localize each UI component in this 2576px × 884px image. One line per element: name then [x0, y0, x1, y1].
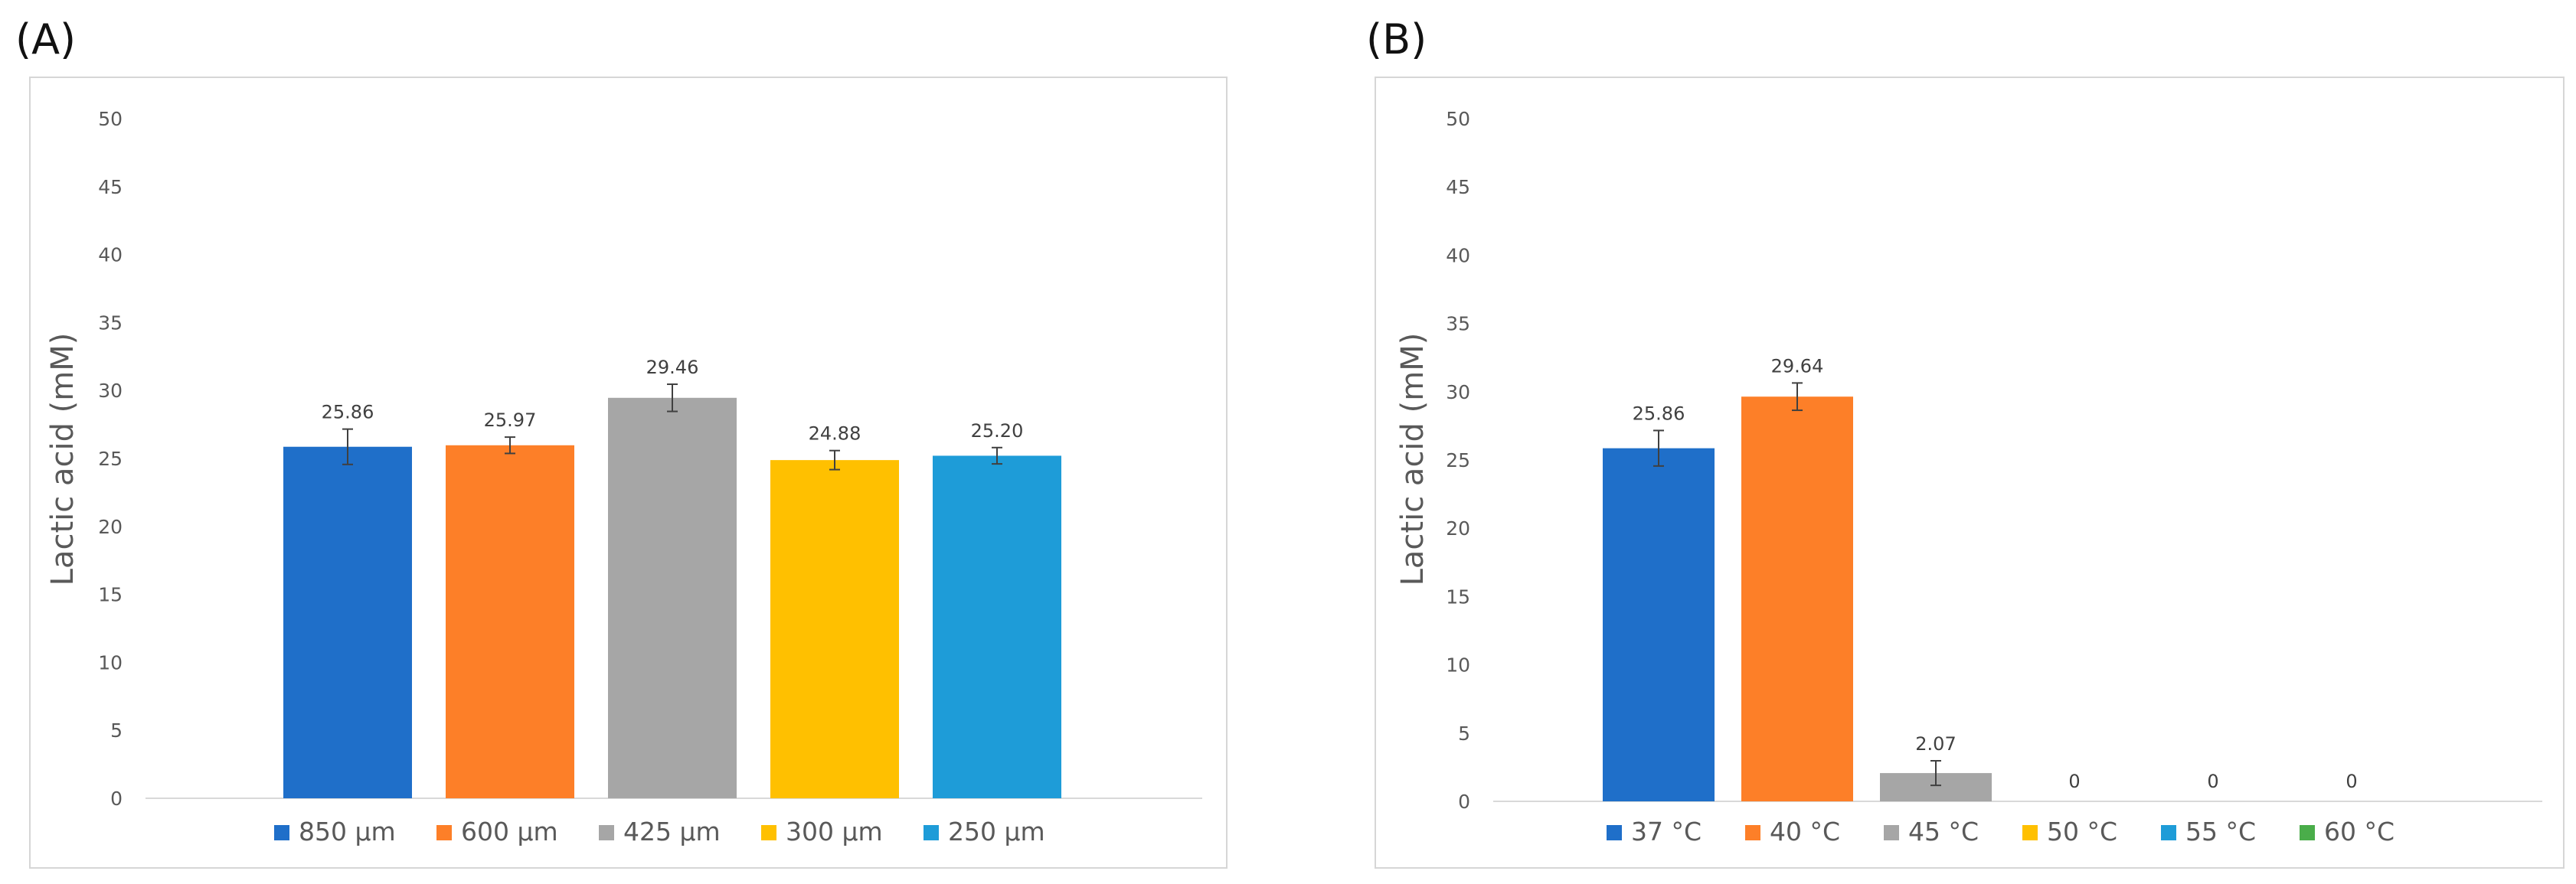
y-axis-label: Lactic acid (mM) [1395, 333, 1430, 586]
bar-1 [1603, 448, 1715, 801]
data-label-6: 0 [2346, 771, 2357, 792]
bar-3 [608, 397, 737, 798]
legend-swatch-2 [1745, 825, 1760, 840]
legend-label-1: 850 µm [299, 817, 396, 846]
legend-swatch-4 [761, 825, 776, 840]
y-tick-label: 45 [1446, 176, 1470, 198]
y-tick-label: 40 [98, 244, 123, 266]
y-tick-label: 5 [110, 719, 123, 742]
bar-5 [933, 455, 1061, 798]
y-tick-label: 15 [1446, 586, 1470, 608]
data-label-2: 29.64 [1771, 355, 1824, 377]
legend-label-1: 37 °C [1631, 817, 1702, 846]
y-tick-label: 10 [1446, 654, 1470, 677]
legend-label-2: 600 µm [461, 817, 558, 846]
legend-label-5: 55 °C [2185, 817, 2256, 846]
y-tick-label: 5 [1458, 723, 1470, 745]
data-label-4: 24.88 [809, 423, 861, 445]
legend-swatch-5 [2161, 825, 2176, 840]
data-label-4: 0 [2068, 771, 2080, 792]
y-tick-label: 15 [98, 584, 123, 606]
y-tick-label: 40 [1446, 244, 1470, 266]
y-tick-label: 10 [98, 651, 123, 674]
legend-swatch-1 [274, 825, 289, 840]
legend-label-2: 40 °C [1770, 817, 1840, 846]
bar-2 [1741, 396, 1853, 801]
bar-2 [446, 445, 574, 798]
legend-label-4: 300 µm [786, 817, 883, 846]
legend-swatch-6 [2300, 825, 2315, 840]
panel-label-a: (A) [15, 15, 77, 64]
y-tick-label: 20 [1446, 517, 1470, 540]
legend-label-3: 45 °C [1908, 817, 1979, 846]
y-tick-label: 30 [1446, 381, 1470, 403]
legend-swatch-1 [1607, 825, 1622, 840]
legend-swatch-4 [2022, 825, 2038, 840]
y-tick-label: 35 [98, 312, 123, 334]
y-tick-label: 50 [1446, 108, 1470, 130]
y-tick-label: 0 [110, 788, 123, 810]
y-tick-label: 45 [98, 176, 123, 198]
y-tick-label: 0 [1458, 791, 1470, 813]
legend-label-5: 250 µm [948, 817, 1045, 846]
y-tick-label: 50 [98, 108, 123, 130]
data-label-1: 25.86 [1633, 403, 1685, 424]
data-label-5: 25.20 [971, 420, 1024, 442]
data-label-2: 25.97 [484, 409, 537, 431]
data-label-5: 0 [2207, 771, 2218, 792]
data-label-3: 2.07 [1915, 733, 1956, 755]
chart-frame-b [1375, 77, 2565, 869]
y-axis-label: Lactic acid (mM) [45, 333, 80, 586]
panel-label-b: (B) [1366, 15, 1427, 64]
legend-label-6: 60 °C [2324, 817, 2395, 846]
legend-label-4: 50 °C [2047, 817, 2117, 846]
legend-swatch-5 [924, 825, 939, 840]
y-tick-label: 20 [98, 516, 123, 538]
bar-1 [283, 446, 412, 798]
legend-swatch-2 [436, 825, 452, 840]
legend-label-3: 425 µm [623, 817, 721, 846]
data-label-1: 25.86 [322, 402, 374, 423]
data-label-3: 29.46 [646, 357, 699, 378]
bar-4 [770, 460, 899, 798]
y-tick-label: 35 [1446, 313, 1470, 335]
y-tick-label: 30 [98, 380, 123, 402]
legend-swatch-3 [1884, 825, 1899, 840]
y-tick-label: 25 [98, 448, 123, 470]
legend-swatch-3 [599, 825, 614, 840]
y-tick-label: 25 [1446, 449, 1470, 471]
